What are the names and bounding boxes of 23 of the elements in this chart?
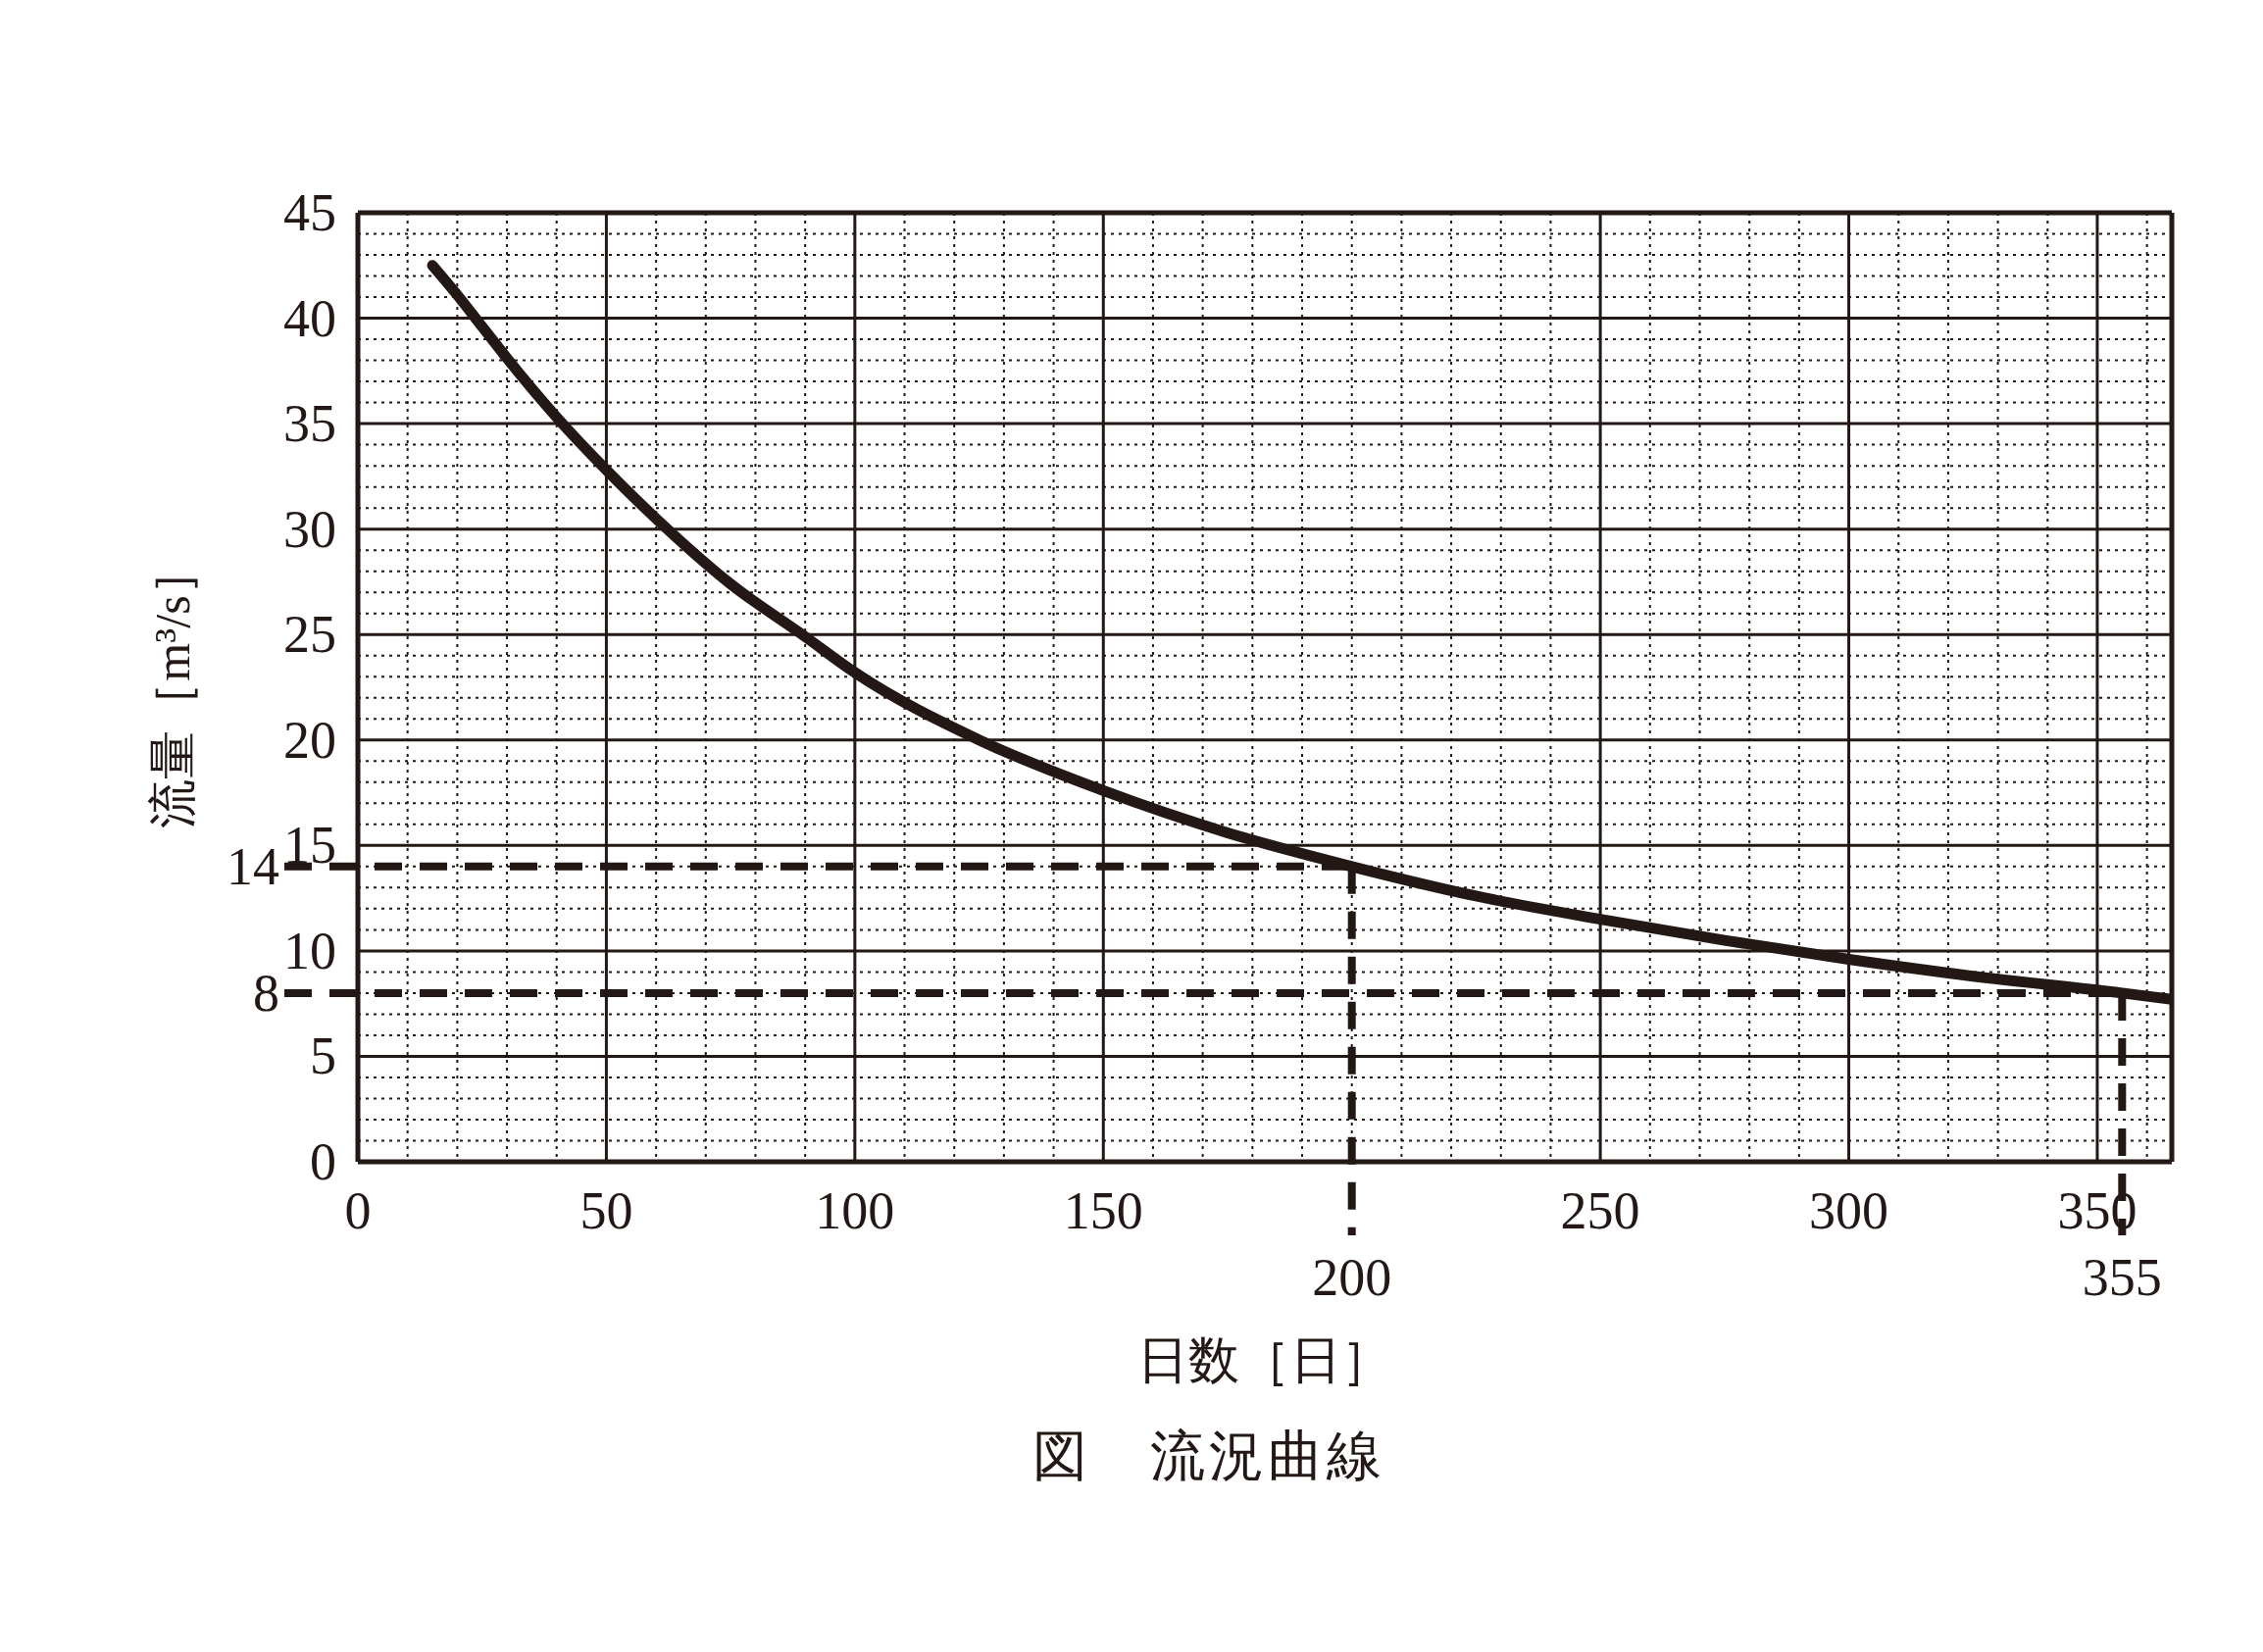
text: 図 流況曲線 [1031, 1425, 1386, 1488]
ref-line-label: 355 [2082, 1248, 2162, 1307]
x-tick-label: 300 [1809, 1181, 1889, 1241]
ref-line-label: 200 [1312, 1248, 1392, 1307]
y-tick-label: 5 [310, 1026, 336, 1086]
x-tick-label: 100 [815, 1181, 895, 1241]
x-tick-label: 50 [579, 1181, 633, 1241]
y-tick-label: 40 [283, 288, 336, 348]
y-tick-label: 25 [283, 605, 336, 665]
ref-line-label: 8 [253, 963, 279, 1023]
y-tick-label: 45 [283, 183, 336, 242]
y-tick-label: 30 [283, 499, 336, 559]
y-tick-label: 0 [310, 1132, 336, 1191]
x-tick-label: 150 [1063, 1181, 1143, 1241]
y-tick-label: 10 [283, 921, 336, 980]
x-tick-label: 250 [1560, 1181, 1640, 1241]
y-tick-label: 20 [283, 710, 336, 770]
x-axis-title: 日数［日］ [1137, 1332, 1392, 1388]
y-tick-label: 35 [283, 394, 336, 454]
y-tick-label: 15 [283, 816, 336, 876]
y-axis-title: 流量［m³/s］ [144, 546, 200, 828]
ref-line-label: 14 [226, 836, 279, 896]
x-tick-label: 350 [2057, 1181, 2137, 1241]
